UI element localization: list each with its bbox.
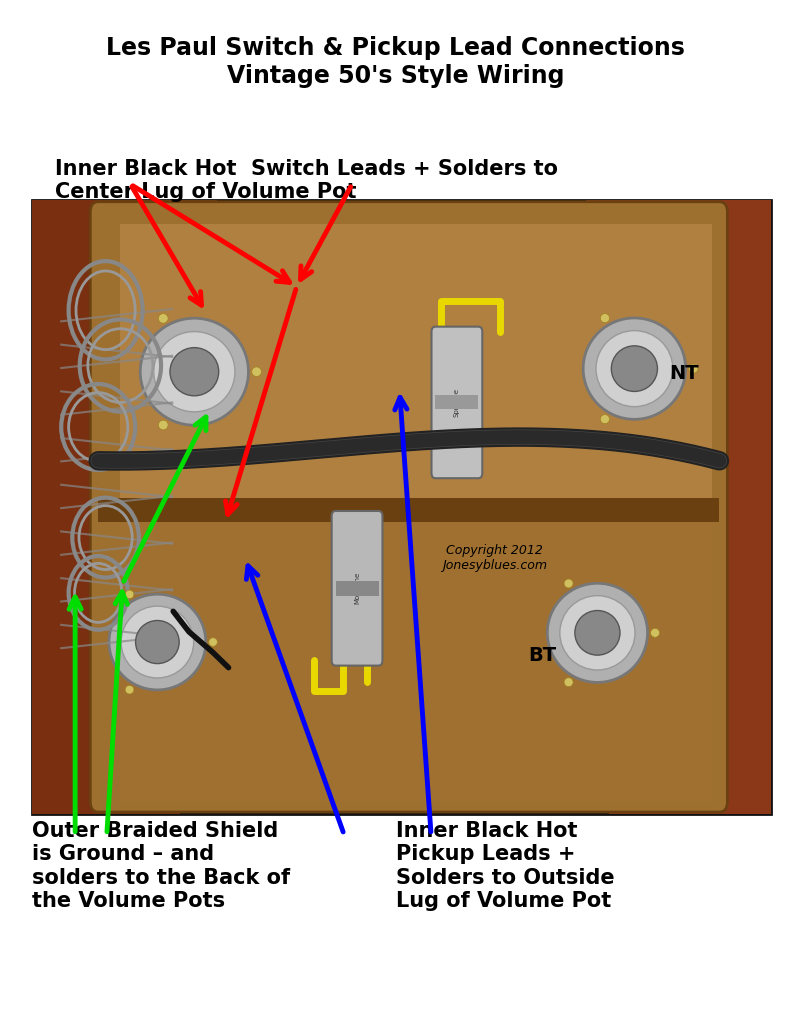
Ellipse shape <box>600 415 610 424</box>
Text: Copyright 2012
Jonesyblues.com: Copyright 2012 Jonesyblues.com <box>442 544 547 572</box>
FancyBboxPatch shape <box>32 476 180 814</box>
Text: Sprague: Sprague <box>454 388 460 417</box>
Text: Inner Black Hot
Pickup Leads +
Solders to Outside
Lug of Volume Pot: Inner Black Hot Pickup Leads + Solders t… <box>396 821 614 911</box>
Ellipse shape <box>125 590 134 599</box>
Ellipse shape <box>560 596 635 670</box>
Ellipse shape <box>109 594 206 690</box>
Ellipse shape <box>689 365 698 373</box>
Text: Inner Black Hot  Switch Leads + Solders to
Center Lug of Volume Pot: Inner Black Hot Switch Leads + Solders t… <box>55 159 558 202</box>
Ellipse shape <box>600 313 610 323</box>
Ellipse shape <box>547 584 648 682</box>
Text: BT: BT <box>528 646 556 665</box>
FancyBboxPatch shape <box>586 200 771 538</box>
Ellipse shape <box>170 347 218 396</box>
Ellipse shape <box>596 331 673 407</box>
Ellipse shape <box>564 579 573 588</box>
Ellipse shape <box>153 332 235 412</box>
Ellipse shape <box>158 420 168 430</box>
Text: Outer Braided Shield
is Ground – and
solders to the Back of
the Volume Pots: Outer Braided Shield is Ground – and sol… <box>32 821 290 911</box>
Text: NT: NT <box>669 365 699 383</box>
Ellipse shape <box>650 629 660 637</box>
Ellipse shape <box>564 678 573 687</box>
Ellipse shape <box>611 346 657 391</box>
FancyBboxPatch shape <box>90 202 728 812</box>
FancyBboxPatch shape <box>98 498 720 522</box>
FancyBboxPatch shape <box>331 511 383 666</box>
Text: Mojotone: Mojotone <box>354 572 360 604</box>
FancyBboxPatch shape <box>608 476 771 814</box>
FancyBboxPatch shape <box>120 224 712 507</box>
Ellipse shape <box>575 610 620 655</box>
FancyBboxPatch shape <box>432 327 483 478</box>
Ellipse shape <box>252 367 262 377</box>
Ellipse shape <box>209 638 218 646</box>
FancyBboxPatch shape <box>335 581 379 596</box>
FancyBboxPatch shape <box>120 507 712 802</box>
Ellipse shape <box>135 621 179 664</box>
Ellipse shape <box>125 685 134 694</box>
Ellipse shape <box>140 318 248 425</box>
Ellipse shape <box>583 317 686 420</box>
Ellipse shape <box>158 313 168 324</box>
FancyBboxPatch shape <box>436 395 479 410</box>
Text: Les Paul Switch & Pickup Lead Connections
Vintage 50's Style Wiring: Les Paul Switch & Pickup Lead Connection… <box>106 36 685 88</box>
Ellipse shape <box>121 606 194 678</box>
FancyBboxPatch shape <box>32 200 771 814</box>
FancyBboxPatch shape <box>32 200 217 538</box>
